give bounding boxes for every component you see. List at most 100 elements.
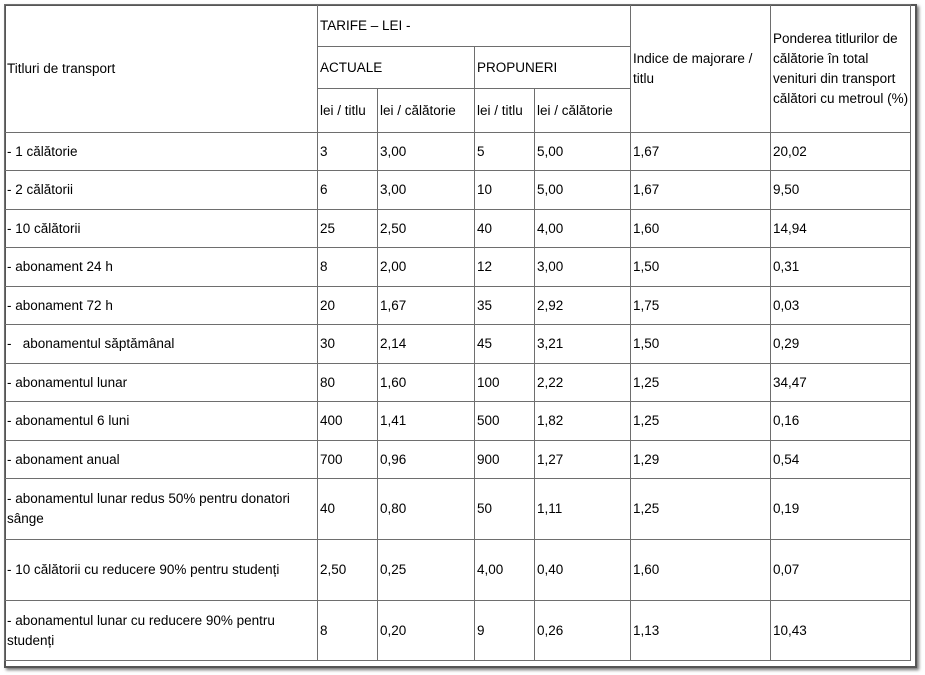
pondere: 0,03 [770,286,912,325]
pondere: 0,54 [770,440,912,479]
propuneri-lei-titlu: 5 [474,132,535,171]
header-ponderea: Ponderea titlurilor de călătorie în tota… [770,4,912,133]
table-row: - 10 călătorii cu reducere 90% pentru st… [4,539,912,601]
actuale-lei-calatorie: 1,67 [377,286,475,325]
row-title: - abonamentul săptămânal [4,324,318,364]
indice-majorare: 1,60 [630,539,772,601]
actuale-lei-titlu: 80 [317,363,378,402]
propuneri-lei-calatorie: 3,00 [533,247,632,287]
indice-majorare: 1,25 [630,478,772,540]
row-title: - abonamentul lunar redus 50% pentru don… [4,478,318,540]
actuale-lei-calatorie: 0,25 [377,539,475,601]
propuneri-lei-titlu: 10 [474,170,535,210]
row-title: - 1 călătorie [4,132,318,171]
row-title: - 10 călătorii [4,209,318,248]
row-title: - abonament anual [4,440,318,479]
pondere: 0,29 [770,324,912,364]
actuale-lei-titlu: 25 [317,209,378,248]
propuneri-lei-calatorie: 4,00 [533,209,632,248]
header-actuale-lei-calatorie: lei / călătorie [377,88,475,133]
propuneri-lei-titlu: 900 [474,440,535,479]
tariffs-table: Titluri de transport TARIFE – LEI - Indi… [4,4,912,661]
row-title: - 10 călătorii cu reducere 90% pentru st… [4,539,318,601]
propuneri-lei-titlu: 100 [474,363,535,402]
actuale-lei-titlu: 8 [317,247,378,287]
actuale-lei-calatorie: 2,50 [377,209,475,248]
table-row: - abonament anual 700 0,96 900 1,27 1,29… [4,440,912,479]
header-indice: Indice de majorare / titlu [630,4,772,133]
actuale-lei-titlu: 6 [317,170,378,210]
table-row: - abonament 72 h 20 1,67 35 2,92 1,75 0,… [4,286,912,325]
row-title: - abonament 24 h [4,247,318,287]
indice-majorare: 1,13 [630,600,772,661]
actuale-lei-calatorie: 0,20 [377,600,475,661]
propuneri-lei-calatorie: 0,40 [533,539,632,601]
propuneri-lei-calatorie: 1,82 [533,401,632,441]
indice-majorare: 1,50 [630,324,772,364]
header-propuneri-lei-titlu: lei / titlu [474,88,535,133]
pondere: 34,47 [770,363,912,402]
table-row: - abonamentul săptămânal 30 2,14 45 3,21… [4,324,912,364]
actuale-lei-calatorie: 1,41 [377,401,475,441]
header-actuale: ACTUALE [317,46,475,89]
propuneri-lei-titlu: 50 [474,478,535,540]
table-row: - abonamentul lunar redus 50% pentru don… [4,478,912,540]
propuneri-lei-calatorie: 2,22 [533,363,632,402]
table-row: - 2 călătorii 6 3,00 10 5,00 1,67 9,50 [4,170,912,210]
table-body: - 1 călătorie 3 3,00 5 5,00 1,67 20,02 -… [4,132,912,661]
indice-majorare: 1,25 [630,363,772,402]
header-propuneri-lei-calatorie: lei / călătorie [533,88,632,133]
actuale-lei-titlu: 400 [317,401,378,441]
header-propuneri: PROPUNERI [473,46,632,89]
propuneri-lei-calatorie: 1,27 [533,440,632,479]
actuale-lei-titlu: 3 [317,132,378,171]
row-title: - abonamentul lunar cu reducere 90% pent… [4,600,318,661]
propuneri-lei-calatorie: 1,11 [533,478,632,540]
indice-majorare: 1,25 [630,401,772,441]
propuneri-lei-titlu: 9 [474,600,535,661]
row-title: - abonamentul lunar [4,363,318,402]
actuale-lei-titlu: 30 [317,324,378,364]
indice-majorare: 1,67 [630,170,772,210]
row-title: - abonament 72 h [4,286,318,325]
actuale-lei-titlu: 8 [317,600,378,661]
propuneri-lei-titlu: 4,00 [474,539,535,601]
propuneri-lei-calatorie: 0,26 [533,600,632,661]
pondere: 0,19 [770,478,912,540]
actuale-lei-titlu: 700 [317,440,378,479]
header-titluri: Titluri de transport [4,4,318,133]
pondere: 10,43 [770,600,912,661]
table-row: - abonamentul 6 luni 400 1,41 500 1,82 1… [4,401,912,441]
actuale-lei-calatorie: 3,00 [377,132,475,171]
table-row: - 1 călătorie 3 3,00 5 5,00 1,67 20,02 [4,132,912,171]
propuneri-lei-titlu: 45 [474,324,535,364]
pondere: 9,50 [770,170,912,210]
actuale-lei-calatorie: 0,80 [377,478,475,540]
actuale-lei-titlu: 40 [317,478,378,540]
actuale-lei-calatorie: 1,60 [377,363,475,402]
actuale-lei-titlu: 20 [317,286,378,325]
pondere: 20,02 [770,132,912,171]
propuneri-lei-calatorie: 5,00 [533,170,632,210]
table-row: - abonament 24 h 8 2,00 12 3,00 1,50 0,3… [4,247,912,287]
actuale-lei-calatorie: 2,14 [377,324,475,364]
propuneri-lei-titlu: 500 [474,401,535,441]
propuneri-lei-titlu: 35 [474,286,535,325]
indice-majorare: 1,67 [630,132,772,171]
actuale-lei-calatorie: 0,96 [377,440,475,479]
table-header: Titluri de transport TARIFE – LEI - Indi… [4,4,912,133]
pondere: 0,07 [770,539,912,601]
header-tarife: TARIFE – LEI - [316,4,632,47]
row-title: - 2 călătorii [4,170,318,210]
table-row: - abonamentul lunar 80 1,60 100 2,22 1,2… [4,363,912,402]
pondere: 14,94 [770,209,912,248]
indice-majorare: 1,60 [630,209,772,248]
table-row: - abonamentul lunar cu reducere 90% pent… [4,600,912,661]
actuale-lei-calatorie: 2,00 [377,247,475,287]
indice-majorare: 1,75 [630,286,772,325]
table-row: - 10 călătorii 25 2,50 40 4,00 1,60 14,9… [4,209,912,248]
actuale-lei-titlu: 2,50 [317,539,378,601]
pondere: 0,31 [770,247,912,287]
indice-majorare: 1,50 [630,247,772,287]
propuneri-lei-titlu: 40 [474,209,535,248]
